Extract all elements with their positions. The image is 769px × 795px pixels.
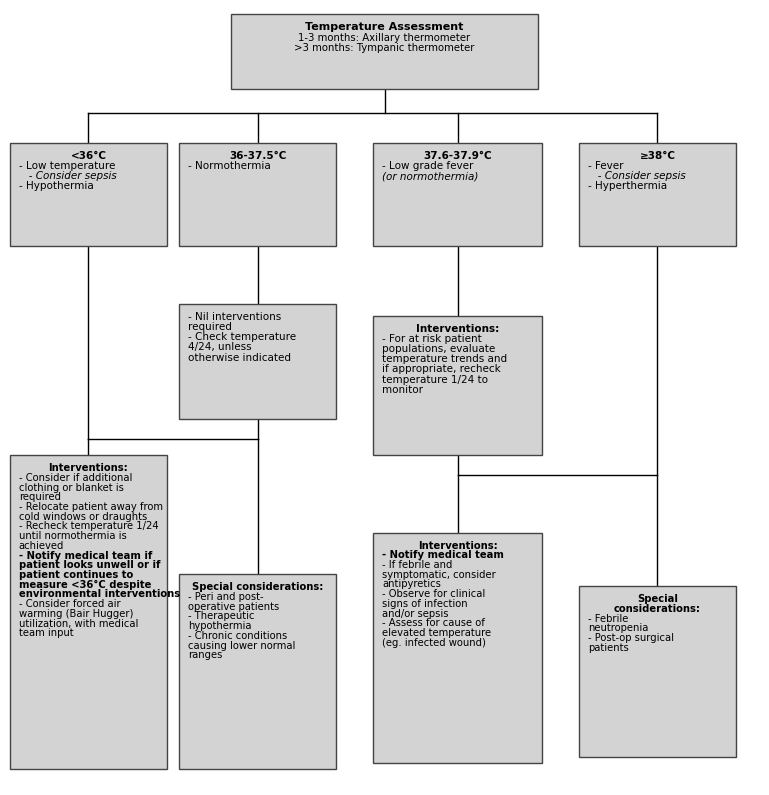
Text: warming (Bair Hugger): warming (Bair Hugger) <box>19 609 133 619</box>
Text: achieved: achieved <box>19 541 65 551</box>
Text: Temperature Assessment: Temperature Assessment <box>305 21 464 32</box>
Text: symptomatic, consider: symptomatic, consider <box>382 570 496 580</box>
Text: - Febrile: - Febrile <box>588 614 628 624</box>
FancyBboxPatch shape <box>10 455 168 770</box>
Text: - Normothermia: - Normothermia <box>188 161 271 171</box>
Text: utilization, with medical: utilization, with medical <box>19 619 138 629</box>
FancyBboxPatch shape <box>231 14 538 90</box>
FancyBboxPatch shape <box>179 143 337 246</box>
Text: - Chronic conditions: - Chronic conditions <box>188 631 288 641</box>
Text: ranges: ranges <box>188 650 222 661</box>
Text: (or normothermia): (or normothermia) <box>382 171 478 181</box>
Text: populations, evaluate: populations, evaluate <box>382 344 495 355</box>
Text: 36-37.5°C: 36-37.5°C <box>229 151 286 161</box>
Text: Interventions:: Interventions: <box>416 324 499 334</box>
Text: - Hyperthermia: - Hyperthermia <box>588 181 667 192</box>
Text: hypothermia: hypothermia <box>188 621 251 631</box>
Text: until normothermia is: until normothermia is <box>19 531 127 541</box>
Text: clothing or blanket is: clothing or blanket is <box>19 483 124 493</box>
Text: - Check temperature: - Check temperature <box>188 332 296 343</box>
Text: - Post-op surgical: - Post-op surgical <box>588 633 674 643</box>
Text: monitor: monitor <box>382 385 423 394</box>
Text: - Notify medical team: - Notify medical team <box>382 550 504 560</box>
Text: - Low temperature: - Low temperature <box>19 161 115 171</box>
Text: - Assess for cause of: - Assess for cause of <box>382 619 485 628</box>
Text: Interventions:: Interventions: <box>48 463 128 473</box>
Text: causing lower normal: causing lower normal <box>188 641 295 650</box>
Text: - Hypothermia: - Hypothermia <box>19 181 94 192</box>
Text: - Consider forced air: - Consider forced air <box>19 599 121 609</box>
Text: considerations:: considerations: <box>614 604 701 614</box>
Text: temperature 1/24 to: temperature 1/24 to <box>382 374 488 385</box>
Text: required: required <box>19 492 61 502</box>
Text: - Consider if additional: - Consider if additional <box>19 473 132 483</box>
Text: Special: Special <box>637 595 678 604</box>
Text: - Low grade fever: - Low grade fever <box>382 161 474 171</box>
Text: 4/24, unless: 4/24, unless <box>188 343 251 352</box>
Text: ≥38°C: ≥38°C <box>640 151 675 161</box>
Text: team input: team input <box>19 628 74 638</box>
Text: measure <36°C despite: measure <36°C despite <box>19 580 151 590</box>
Text: - Recheck temperature 1/24: - Recheck temperature 1/24 <box>19 522 158 531</box>
Text: if appropriate, recheck: if appropriate, recheck <box>382 364 501 374</box>
Text: 37.6-37.9°C: 37.6-37.9°C <box>423 151 492 161</box>
Text: cold windows or draughts: cold windows or draughts <box>19 512 147 522</box>
Text: (eg. infected wound): (eg. infected wound) <box>382 638 486 648</box>
Text: - Therapeutic: - Therapeutic <box>188 611 255 622</box>
Text: Special considerations:: Special considerations: <box>192 582 323 592</box>
Text: elevated temperature: elevated temperature <box>382 628 491 638</box>
FancyBboxPatch shape <box>373 316 542 455</box>
Text: - Consider sepsis: - Consider sepsis <box>588 171 686 181</box>
Text: and/or sepsis: and/or sepsis <box>382 609 448 619</box>
FancyBboxPatch shape <box>373 533 542 763</box>
Text: operative patients: operative patients <box>188 602 279 612</box>
Text: - If febrile and: - If febrile and <box>382 560 453 570</box>
FancyBboxPatch shape <box>179 574 337 770</box>
Text: >3 months: Tympanic thermometer: >3 months: Tympanic thermometer <box>295 43 474 53</box>
Text: signs of infection: signs of infection <box>382 599 468 609</box>
FancyBboxPatch shape <box>10 143 168 246</box>
Text: neutropenia: neutropenia <box>588 623 648 634</box>
Text: antipyretics: antipyretics <box>382 580 441 589</box>
Text: environmental interventions: environmental interventions <box>19 589 180 599</box>
FancyBboxPatch shape <box>373 143 542 246</box>
Text: - Fever: - Fever <box>588 161 624 171</box>
Text: - Notify medical team if: - Notify medical team if <box>19 551 152 560</box>
Text: 1-3 months: Axillary thermometer: 1-3 months: Axillary thermometer <box>298 33 471 43</box>
Text: patient looks unwell or if: patient looks unwell or if <box>19 560 161 570</box>
Text: patients: patients <box>588 643 628 653</box>
Text: otherwise indicated: otherwise indicated <box>188 352 291 363</box>
Text: - For at risk patient: - For at risk patient <box>382 334 482 344</box>
Text: <36°C: <36°C <box>71 151 106 161</box>
Text: required: required <box>188 322 232 332</box>
Text: - Nil interventions: - Nil interventions <box>188 312 281 322</box>
FancyBboxPatch shape <box>579 143 736 246</box>
Text: Interventions:: Interventions: <box>418 541 498 551</box>
Text: temperature trends and: temperature trends and <box>382 355 508 364</box>
Text: - Peri and post-: - Peri and post- <box>188 592 264 602</box>
Text: - Consider sepsis: - Consider sepsis <box>19 171 117 181</box>
Text: patient continues to: patient continues to <box>19 570 133 580</box>
Text: - Observe for clinical: - Observe for clinical <box>382 589 485 599</box>
FancyBboxPatch shape <box>179 304 337 420</box>
FancyBboxPatch shape <box>579 587 736 757</box>
Text: - Relocate patient away from: - Relocate patient away from <box>19 502 163 512</box>
